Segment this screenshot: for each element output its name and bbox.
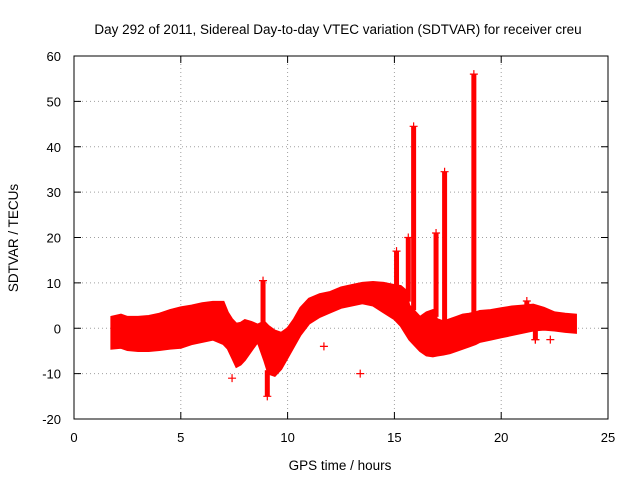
x-tick-label: 0	[70, 430, 77, 445]
x-tick-label: 15	[387, 430, 401, 445]
chart-title: Day 292 of 2011, Sidereal Day-to-day VTE…	[94, 22, 581, 37]
tick-layer: 0 5 10 15 20 25 -20 -10 0 10 20 30 40 50 60	[42, 49, 615, 445]
y-tick-label: 60	[47, 49, 61, 64]
spike-marker	[404, 233, 413, 242]
x-tick-label: 25	[601, 430, 615, 445]
spike-marker	[392, 247, 401, 256]
spike-marker	[409, 122, 418, 131]
spike-marker	[259, 276, 268, 285]
y-tick-label: 30	[47, 185, 61, 200]
outlier-point	[228, 374, 237, 383]
outlier-point	[356, 369, 365, 378]
y-tick-label: 10	[47, 276, 61, 291]
spike-marker	[469, 70, 478, 79]
spike-marker	[432, 228, 441, 237]
x-tick-label: 5	[177, 430, 184, 445]
x-tick-label: 20	[494, 430, 508, 445]
x-tick-label: 10	[280, 430, 294, 445]
spike-marker	[440, 167, 449, 176]
data-layer	[110, 70, 577, 401]
outlier-point	[319, 342, 328, 351]
y-tick-label: 0	[54, 321, 61, 336]
series-band	[110, 280, 577, 378]
y-tick-label: -10	[42, 367, 61, 382]
spike-marker	[263, 392, 272, 401]
y-tick-label: -20	[42, 412, 61, 427]
outlier-point	[531, 335, 540, 344]
x-axis-label: GPS time / hours	[289, 458, 392, 473]
outlier-point	[546, 335, 555, 344]
y-tick-label: 50	[47, 94, 61, 109]
grid	[74, 56, 608, 419]
y-tick-label: 20	[47, 231, 61, 246]
y-tick-label: 40	[47, 140, 61, 155]
y-axis-label: SDTVAR / TECUs	[6, 184, 21, 293]
spike-marker	[522, 297, 531, 306]
